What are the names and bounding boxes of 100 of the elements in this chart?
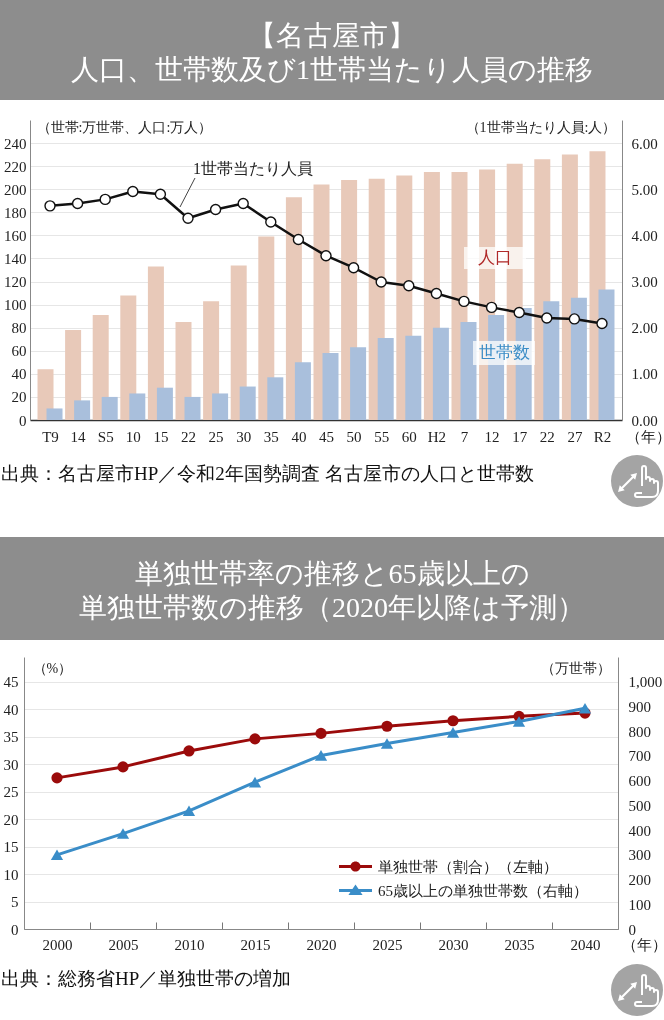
- y2-tick-label: 6.00: [631, 135, 658, 152]
- bar: [65, 330, 82, 420]
- y2-tick-label: 5.00: [631, 181, 658, 198]
- y-tick-label: 20: [11, 389, 27, 406]
- y-tick-label: 160: [4, 227, 27, 244]
- y-tick-label: 5: [11, 894, 19, 911]
- x-tick-label: 10: [125, 428, 141, 445]
- x-tick-label: 12: [484, 428, 500, 445]
- x-tick-label: 30: [236, 428, 252, 445]
- y-tick-label: 100: [4, 297, 27, 314]
- point: [314, 750, 328, 761]
- y2-axis-title: （万世帯）: [540, 660, 611, 676]
- point: [315, 727, 327, 739]
- chart-title: 単独世帯率の推移と65歳以上の単独世帯数の推移（2020年以降は予測）: [79, 556, 585, 625]
- bar: [37, 369, 54, 420]
- point: [347, 262, 360, 274]
- point: [320, 250, 332, 262]
- x-tick-label: 2000: [42, 936, 73, 953]
- bar: [120, 295, 137, 420]
- x-axis-title: （年）: [625, 428, 664, 445]
- y-tick-label: 80: [11, 320, 27, 337]
- bar: [405, 335, 422, 420]
- point: [117, 761, 129, 773]
- series-label: 世帯数: [478, 343, 530, 362]
- y-tick-label: 180: [4, 204, 27, 221]
- y-tick-label: 200: [4, 181, 27, 198]
- x-tick-label: 7: [460, 428, 469, 445]
- point: [237, 197, 249, 210]
- x-tick-label: 2040: [570, 936, 601, 953]
- bar: [570, 297, 587, 420]
- point: [127, 185, 139, 198]
- bar: [322, 353, 339, 420]
- bar: [184, 396, 201, 420]
- y-tick-label: 25: [3, 784, 19, 801]
- x-tick-label: 2030: [438, 936, 469, 953]
- chart-title: 【名古屋市】人口、世帯数及び1世帯当たり人員の推移: [71, 19, 593, 87]
- bar: [74, 400, 91, 420]
- legend-label: 65歳以上の単独世帯数（右軸）: [378, 882, 588, 899]
- y-axis-title: （%）: [32, 660, 73, 676]
- y2-tick-label: 300: [628, 847, 651, 864]
- x-tick-label: 22: [181, 428, 196, 445]
- point: [209, 203, 222, 216]
- y2-tick-label: 500: [628, 797, 651, 814]
- y2-tick-label: 200: [628, 872, 651, 889]
- y-tick-label: 20: [3, 811, 19, 828]
- y-tick-label: 35: [3, 729, 19, 746]
- y2-tick-label: 1,000: [628, 674, 663, 691]
- bar: [460, 321, 477, 420]
- series-label: 人口: [478, 248, 512, 267]
- point: [116, 828, 130, 839]
- bar: [46, 408, 63, 420]
- y-tick-label: 0: [19, 412, 27, 429]
- bar: [543, 301, 560, 420]
- point: [292, 233, 305, 246]
- y2-axis-title: （1世帯当たり人員:人）: [465, 119, 617, 135]
- y2-tick-label: 900: [628, 698, 651, 715]
- bar: [377, 338, 394, 420]
- x-tick-label: 2010: [174, 936, 205, 953]
- point: [265, 216, 277, 228]
- point: [182, 805, 196, 817]
- x-tick-label: 2035: [504, 936, 535, 953]
- point: [380, 738, 394, 749]
- y-tick-label: 10: [3, 866, 19, 883]
- bar: [203, 301, 220, 420]
- bar: [350, 347, 367, 420]
- y2-tick-label: 400: [628, 822, 651, 839]
- x-tick-label: 17: [512, 428, 528, 445]
- bar: [267, 377, 284, 420]
- x-tick-label: 2020: [306, 936, 337, 953]
- y-axis-title: （世帯:万世帯、人口:万人）: [36, 119, 213, 135]
- y2-tick-label: 100: [628, 896, 651, 913]
- x-tick-label: T9: [42, 428, 59, 445]
- series-label: 1世帯当たり人員: [193, 160, 313, 177]
- bar: [156, 387, 173, 420]
- y2-tick-label: 1.00: [631, 366, 658, 383]
- point: [248, 776, 262, 788]
- x-tick-label: H2: [427, 428, 447, 445]
- x-tick-label: 45: [319, 428, 334, 445]
- point: [71, 197, 84, 210]
- point: [381, 720, 393, 732]
- bar: [147, 266, 164, 420]
- point: [375, 276, 387, 288]
- point: [447, 715, 459, 727]
- source-note: 出典：総務省HP／単独世帯の増加: [1, 967, 292, 991]
- x-tick-label: 15: [153, 428, 169, 445]
- point: [541, 312, 553, 324]
- point: [50, 849, 64, 861]
- x-axis-title: （年）: [621, 936, 664, 953]
- y-tick-label: 45: [3, 674, 19, 691]
- bar: [129, 393, 146, 420]
- x-tick-label: 2005: [108, 936, 139, 953]
- point: [403, 280, 415, 292]
- x-tick-label: 50: [346, 428, 362, 445]
- legend-label: 単独世帯（割合）（左軸）: [378, 858, 558, 875]
- x-tick-label: 25: [208, 428, 224, 445]
- x-tick-label: 2015: [240, 936, 271, 953]
- y2-tick-label: 600: [628, 773, 651, 790]
- y2-tick-label: 700: [628, 748, 651, 765]
- bar: [175, 321, 192, 420]
- bar: [598, 289, 615, 420]
